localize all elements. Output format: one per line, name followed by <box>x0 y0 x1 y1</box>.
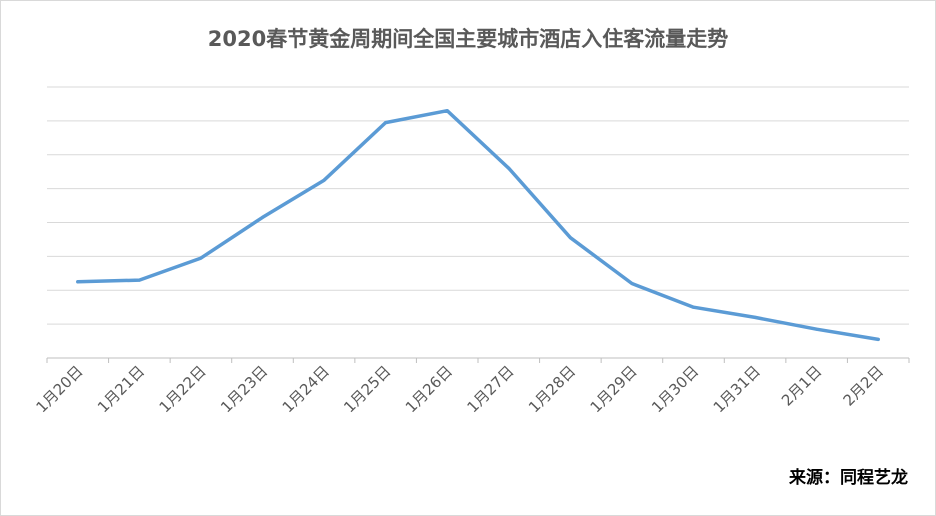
x-tick-label: 1月20日 <box>32 362 86 416</box>
series-layer <box>76 108 880 342</box>
x-tick-label: 1月29日 <box>587 362 641 416</box>
data-point <box>137 278 141 282</box>
x-tick-label: 1月23日 <box>217 362 271 416</box>
x-axis <box>46 357 910 363</box>
data-point <box>199 256 203 260</box>
x-tick-label: 1月28日 <box>525 362 579 416</box>
data-point <box>753 315 757 319</box>
x-tick-label: 1月24日 <box>279 362 333 416</box>
chart-title: 2020春节黄金周期间全国主要城市酒店入住客流量走势 <box>207 27 729 51</box>
x-tick-label: 1月26日 <box>402 362 456 416</box>
x-tick-label: 1月31日 <box>710 362 764 416</box>
series-line <box>76 108 880 342</box>
data-point <box>692 305 695 309</box>
x-tick-label: 2月2日 <box>840 362 887 409</box>
data-point <box>568 236 572 240</box>
gridlines <box>47 86 909 325</box>
x-tick-label: 2月1日 <box>778 362 825 409</box>
data-point <box>261 215 264 219</box>
data-point <box>445 109 449 113</box>
data-point <box>76 280 80 284</box>
data-point <box>815 327 819 331</box>
data-point <box>876 337 880 341</box>
data-point <box>384 121 388 125</box>
x-tick-label: 1月22日 <box>156 362 210 416</box>
data-point <box>322 178 326 182</box>
data-point <box>507 166 511 170</box>
x-tick-label: 1月30日 <box>648 362 702 416</box>
data-point <box>630 281 634 285</box>
x-tick-labels: 1月20日 1月21日 1月22日 1月23日 1月24日 1月25日 1月26日 1月27日… <box>32 362 887 416</box>
x-tick-label: 1月25日 <box>340 362 394 416</box>
x-tick-label: 1月27日 <box>463 362 517 416</box>
source-note: 来源：同程艺龙 <box>789 468 908 488</box>
x-tick-label: 1月21日 <box>94 362 148 416</box>
